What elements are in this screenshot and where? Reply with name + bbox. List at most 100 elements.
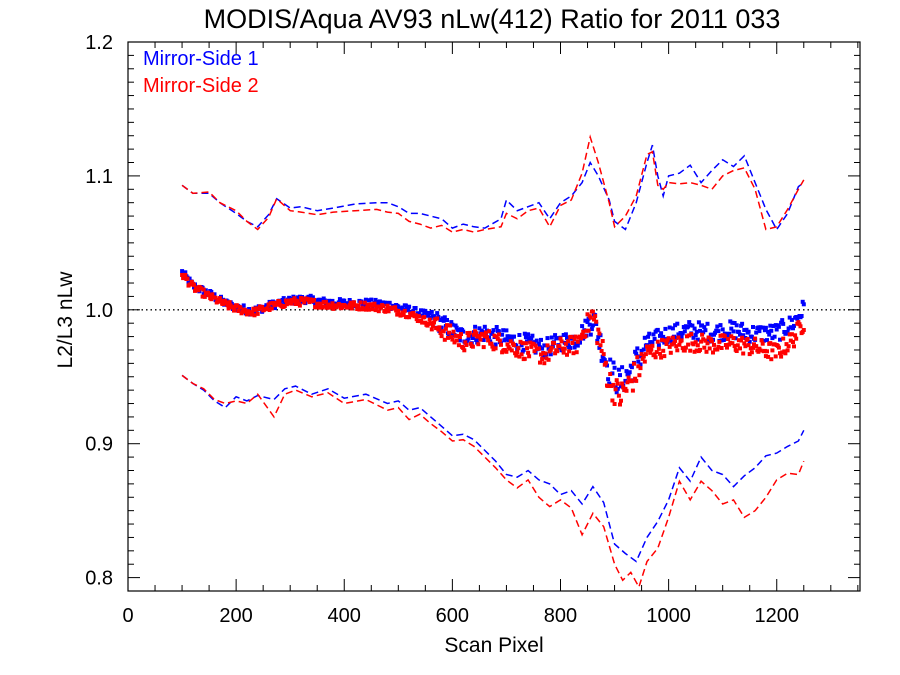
mirror-side-2-point xyxy=(357,307,362,312)
y-tick-label: 0.8 xyxy=(85,568,113,590)
mirror-side-2-point xyxy=(420,320,425,325)
mirror-side-1-point xyxy=(493,342,498,347)
mirror-side-1-point xyxy=(762,328,767,333)
mirror-side-2-point xyxy=(756,349,761,354)
mirror-side-1-point xyxy=(700,323,705,328)
mirror-side-2-point xyxy=(797,322,802,327)
mirror-side-2-point xyxy=(189,279,194,284)
mirror-side-2-point xyxy=(618,402,622,407)
mirror-side-1-point xyxy=(461,329,466,334)
mirror-side-1-point xyxy=(488,339,493,344)
mirror-side-2-point xyxy=(603,360,608,365)
mirror-side-2-point xyxy=(226,306,231,311)
mirror-side-1-point xyxy=(747,339,752,344)
mirror-side-2-point xyxy=(224,301,229,305)
mirror-side-2-point xyxy=(515,350,520,355)
mirror-side-2-point xyxy=(269,306,274,311)
mirror-side-2-point xyxy=(661,348,666,353)
mirror-side-1-point xyxy=(624,369,629,374)
mirror-side-1-point xyxy=(702,325,707,330)
mirror-side-1-point xyxy=(714,328,719,333)
mirror-side-2-point xyxy=(634,378,639,383)
mirror-side-2-point xyxy=(337,303,342,308)
mirror-side-1-point xyxy=(679,335,684,339)
mirror-side-1-point xyxy=(646,334,651,339)
mirror-side-1-point xyxy=(247,307,252,311)
mirror-side-2-point xyxy=(749,350,754,355)
mirror-side-1-point xyxy=(707,339,712,344)
mirror-side-2-point xyxy=(598,343,603,348)
mirror-side-2-point xyxy=(528,340,533,345)
mirror-side-1-point xyxy=(183,270,188,275)
mirror-side-2-point xyxy=(302,300,307,305)
mirror-side-2-point xyxy=(656,346,661,351)
mirror-side-2-point xyxy=(366,302,370,307)
mirror-side-2-point xyxy=(659,355,664,360)
mirror-side-1-point xyxy=(465,338,470,343)
mirror-side-2-point xyxy=(312,297,316,302)
mirror-side-2-point xyxy=(699,339,704,344)
mirror-side-2-point xyxy=(468,341,473,346)
mirror-side-2-point xyxy=(358,300,363,305)
mirror-side-2-point xyxy=(691,342,696,347)
mirror-side-2-point xyxy=(255,311,260,316)
mirror-side-2-point xyxy=(787,332,792,337)
mirror-side-2-point xyxy=(330,301,335,306)
mirror-side-2-point xyxy=(219,299,223,304)
mirror-side-2-lower-envelope xyxy=(181,374,805,589)
mirror-side-2-point xyxy=(695,343,700,348)
mirror-side-2-point xyxy=(401,312,406,317)
mirror-side-2-point xyxy=(688,348,693,353)
mirror-side-2-point xyxy=(566,339,571,344)
mirror-side-1-point xyxy=(801,302,806,307)
mirror-side-2-point xyxy=(236,309,241,313)
mirror-side-2-point xyxy=(742,341,747,346)
mirror-side-2-point xyxy=(202,294,207,299)
mirror-side-1-point xyxy=(526,332,531,337)
mirror-side-1-point xyxy=(377,299,382,304)
mirror-side-1-point xyxy=(407,304,412,309)
y-tick-label: 1.2 xyxy=(85,32,113,54)
x-tick-label: 800 xyxy=(544,605,577,627)
mirror-side-1-point xyxy=(454,325,459,330)
mirror-side-2-point xyxy=(610,398,615,403)
mirror-side-2-point xyxy=(430,323,435,328)
mirror-side-2-point xyxy=(555,349,560,354)
mirror-side-1-point xyxy=(373,297,378,302)
mirror-side-2-point xyxy=(722,334,727,339)
mirror-side-1-point xyxy=(676,332,681,337)
x-tick-label: 600 xyxy=(436,605,469,627)
mirror-side-2-point xyxy=(199,286,204,291)
mirror-side-2-point xyxy=(595,341,600,346)
mirror-side-2-point xyxy=(354,303,359,308)
mirror-side-2-point xyxy=(723,343,728,347)
mirror-side-2-point xyxy=(583,334,588,339)
mirror-side-2-point xyxy=(740,335,745,340)
mirror-side-1-point xyxy=(792,323,796,328)
mirror-side-2-point xyxy=(329,303,334,308)
mirror-side-1-point xyxy=(264,303,269,308)
mirror-side-1-point xyxy=(655,327,660,332)
mirror-side-1-point xyxy=(634,351,639,356)
mirror-side-2-point xyxy=(251,306,256,311)
mirror-side-2-point xyxy=(349,306,354,311)
mirror-side-2-point xyxy=(478,337,483,342)
mirror-side-2-point xyxy=(210,292,215,297)
mirror-side-1-point xyxy=(445,318,449,322)
mirror-side-2-point xyxy=(735,343,740,348)
mirror-side-1-point xyxy=(480,329,485,334)
mirror-side-1-point xyxy=(758,325,763,330)
mirror-side-2-point xyxy=(230,305,235,310)
mirror-side-2-point xyxy=(221,302,226,306)
mirror-side-2-point xyxy=(348,300,353,305)
mirror-side-1-point xyxy=(474,338,479,342)
mirror-side-2-point xyxy=(284,302,289,307)
mirror-side-1-point xyxy=(778,337,782,342)
mirror-side-2-point xyxy=(527,354,532,359)
mirror-side-1-point xyxy=(342,298,347,303)
mirror-side-1-point xyxy=(718,323,723,328)
mirror-side-2-point xyxy=(201,287,206,292)
mirror-side-1-point xyxy=(572,345,577,350)
plot-area: 0 200 400 600 800 1000 1200 0.8 0.9 1.0 1.1 1.2 Mirr… xyxy=(85,32,861,627)
mirror-side-2-point xyxy=(594,319,599,324)
